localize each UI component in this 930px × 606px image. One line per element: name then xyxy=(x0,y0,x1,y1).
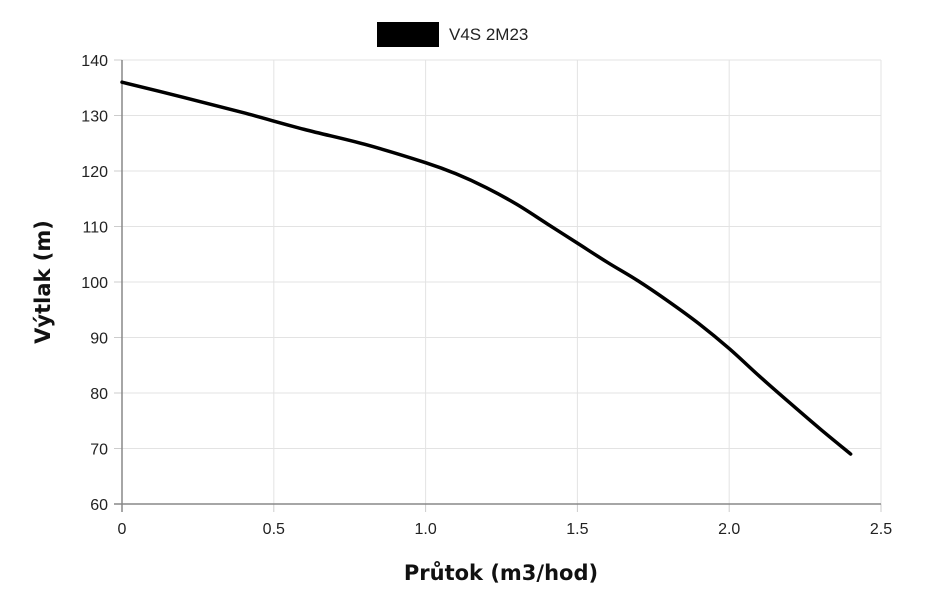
y-tick-label: 120 xyxy=(81,164,108,181)
series-lines xyxy=(120,80,853,456)
y-tick-label: 110 xyxy=(82,220,108,237)
legend-swatch[interactable] xyxy=(377,22,439,47)
legend[interactable]: V4S 2M23 xyxy=(377,22,528,47)
x-tick-label: 0 xyxy=(118,521,127,538)
grid-lines xyxy=(121,59,882,505)
y-tick-label: 80 xyxy=(90,386,108,403)
y-tick-label: 140 xyxy=(81,53,108,70)
y-tick-label: 130 xyxy=(81,109,108,126)
x-tick-label: 1.5 xyxy=(566,521,588,538)
y-tick-label: 70 xyxy=(90,442,108,459)
axes xyxy=(114,59,882,512)
series-line-v4s-2m23[interactable] xyxy=(120,80,853,456)
x-tick-labels: 0 0.5 1.0 1.5 2.0 2.5 xyxy=(118,521,893,538)
x-tick-label: 0.5 xyxy=(263,521,285,538)
legend-label[interactable]: V4S 2M23 xyxy=(449,25,528,44)
y-tick-label: 90 xyxy=(90,331,108,348)
x-tick-label: 2.0 xyxy=(718,521,740,538)
y-tick-label: 60 xyxy=(90,497,108,514)
x-tick-label: 1.0 xyxy=(414,521,436,538)
x-axis-title: Průtok (m3/hod) xyxy=(404,561,598,585)
y-tick-labels: 60 70 80 90 100 110 120 130 140 xyxy=(81,53,108,514)
y-tick-label: 100 xyxy=(81,275,108,292)
y-axis-title: Výtlak (m) xyxy=(31,220,55,344)
x-tick-label: 2.5 xyxy=(870,521,892,538)
